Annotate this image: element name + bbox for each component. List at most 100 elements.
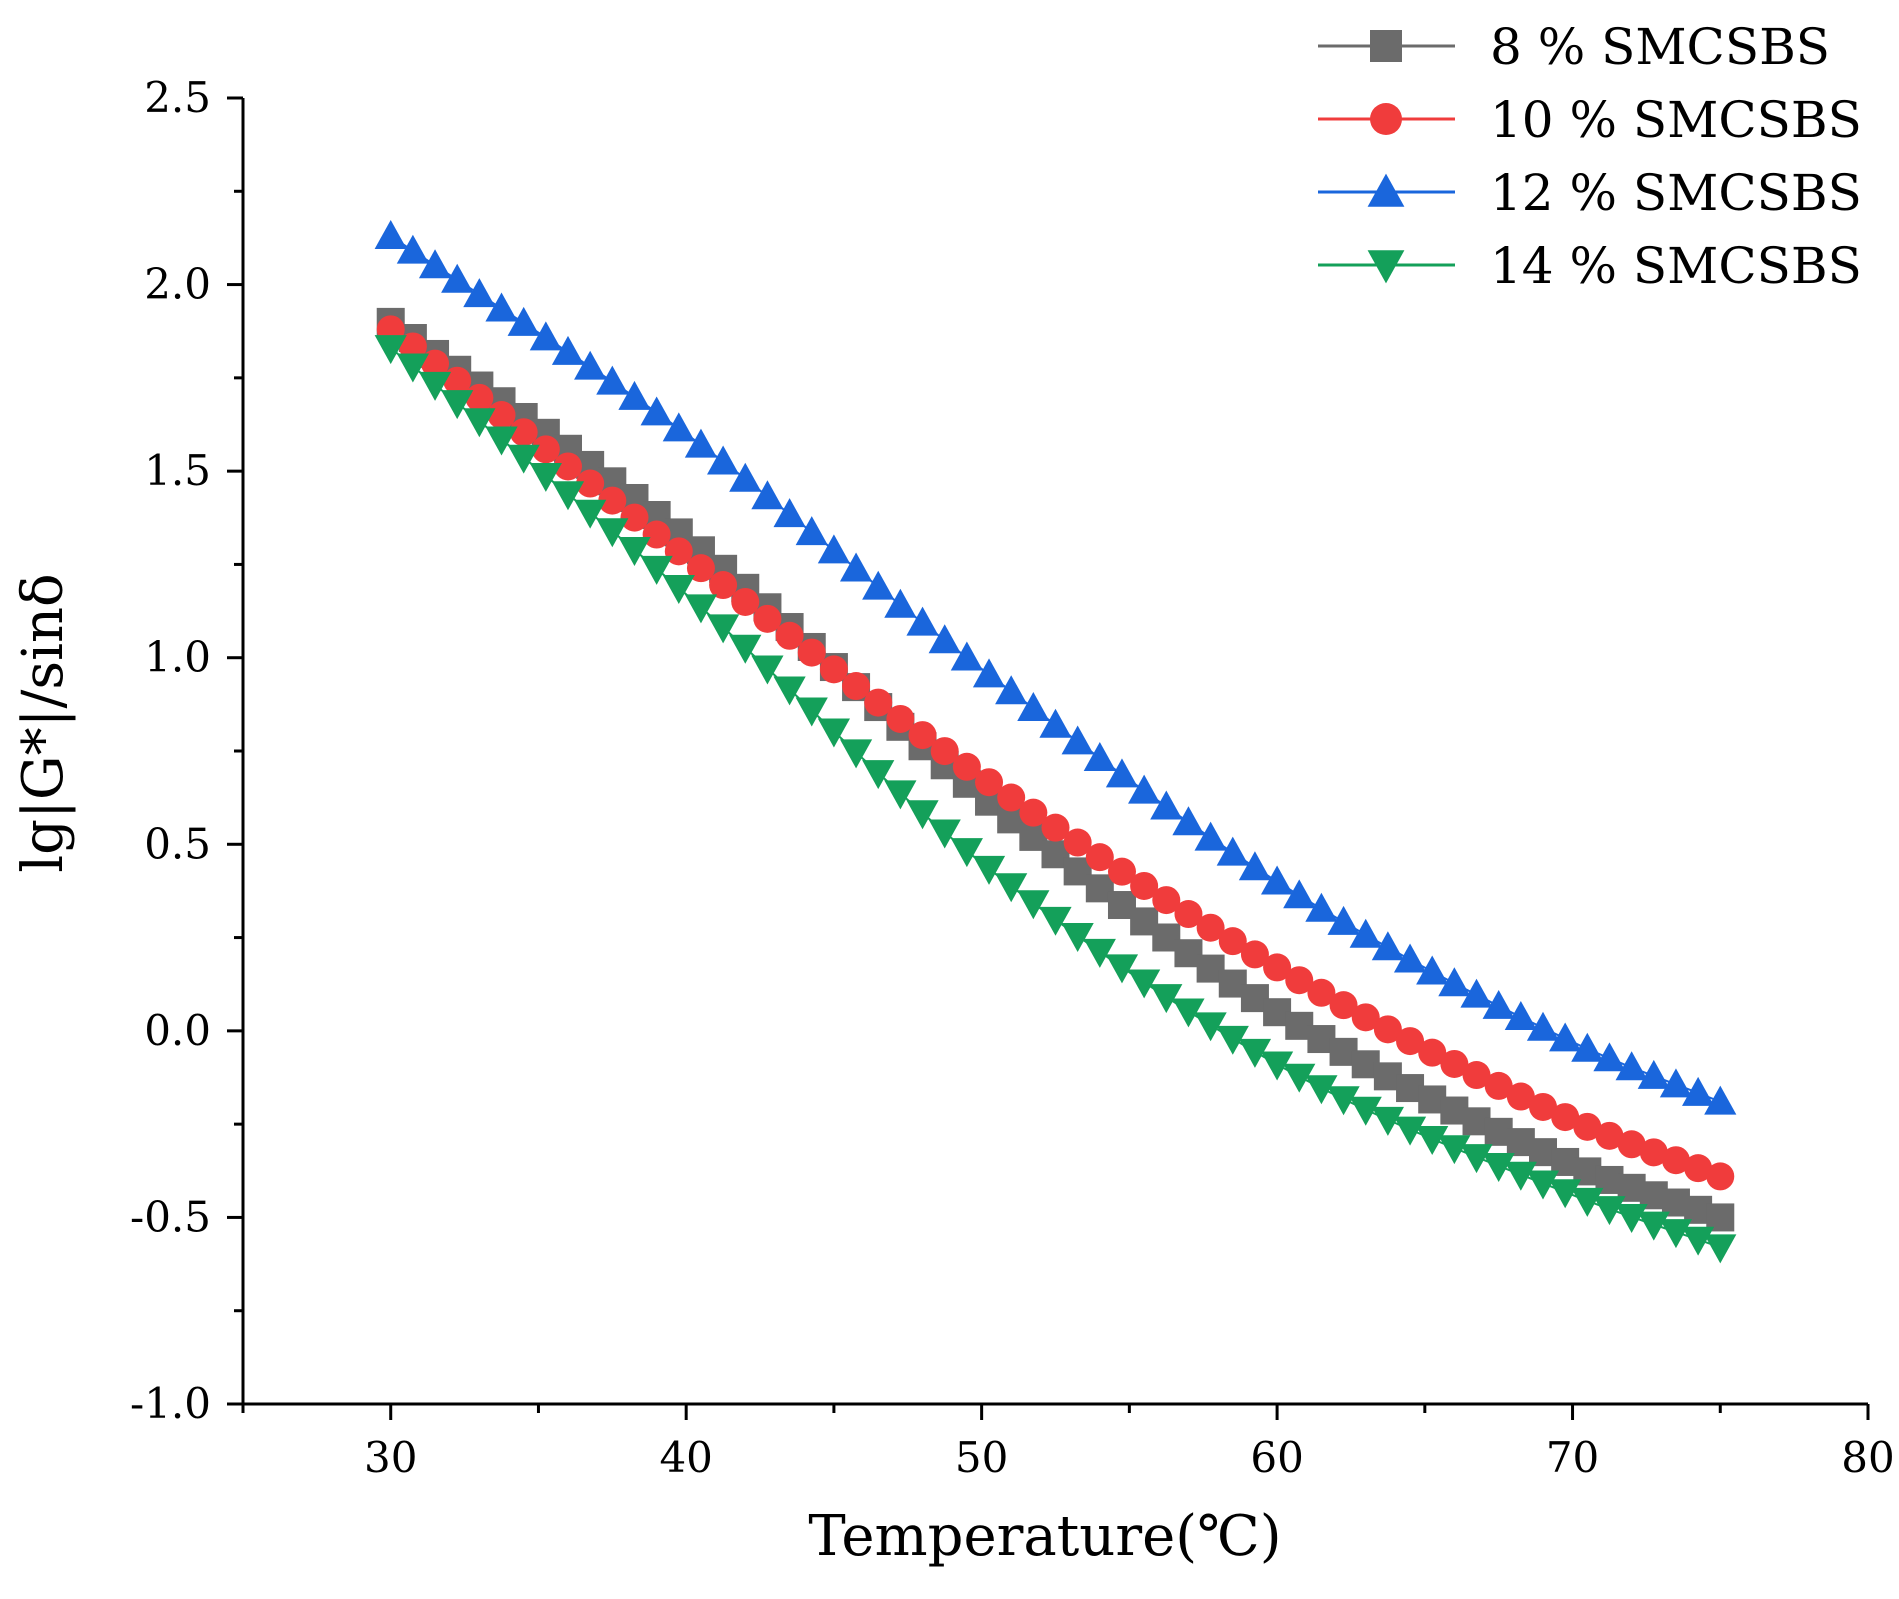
data-point bbox=[596, 365, 629, 395]
data-point bbox=[1152, 886, 1181, 915]
data-point bbox=[751, 655, 784, 685]
data-point bbox=[374, 335, 407, 365]
data-point bbox=[1240, 940, 1269, 969]
data-point bbox=[1174, 900, 1203, 929]
data-point bbox=[596, 518, 629, 548]
y-tick-label: 1.0 bbox=[144, 633, 211, 682]
data-point bbox=[642, 520, 671, 549]
data-point bbox=[662, 412, 695, 442]
data-point bbox=[598, 486, 627, 515]
data-point bbox=[1128, 774, 1161, 804]
data-point bbox=[1682, 1076, 1715, 1106]
data-point bbox=[1327, 1086, 1360, 1116]
data-point bbox=[729, 634, 762, 664]
data-point bbox=[1063, 828, 1092, 857]
data-point bbox=[1128, 969, 1161, 999]
data-point bbox=[972, 855, 1006, 885]
data-point bbox=[1196, 913, 1225, 942]
data-point bbox=[1260, 865, 1294, 895]
data-point bbox=[884, 780, 917, 810]
data-point bbox=[729, 462, 762, 492]
legend-label: 8 % SMCSBS bbox=[1490, 18, 1830, 76]
data-point bbox=[773, 498, 806, 528]
data-point bbox=[1039, 906, 1072, 936]
legend-marker bbox=[1370, 30, 1402, 62]
legend-item: 10 % SMCSBS bbox=[1318, 91, 1862, 149]
data-point bbox=[1150, 984, 1183, 1014]
data-point bbox=[995, 873, 1028, 903]
data-point bbox=[817, 718, 851, 748]
data-point bbox=[1238, 1038, 1272, 1068]
data-point bbox=[753, 604, 782, 633]
data-point bbox=[797, 638, 826, 667]
data-point bbox=[485, 426, 518, 456]
data-point bbox=[842, 672, 871, 701]
data-point bbox=[1416, 1126, 1449, 1156]
data-point bbox=[507, 444, 540, 474]
data-point bbox=[1440, 1049, 1469, 1078]
y-tick-label: 2.5 bbox=[144, 73, 211, 122]
data-point bbox=[576, 469, 605, 498]
legend-label: 10 % SMCSBS bbox=[1490, 91, 1862, 149]
data-point bbox=[975, 768, 1004, 797]
legend-label: 14 % SMCSBS bbox=[1490, 237, 1862, 295]
data-point bbox=[465, 383, 494, 412]
data-point bbox=[1329, 991, 1358, 1020]
data-point bbox=[1017, 692, 1050, 722]
y-tick-label: 2.0 bbox=[144, 260, 211, 309]
data-point bbox=[463, 408, 496, 438]
data-point bbox=[1506, 1082, 1535, 1111]
data-point bbox=[554, 452, 582, 481]
y-tick-label: 0.5 bbox=[144, 819, 211, 868]
x-tick-label: 80 bbox=[1841, 1433, 1894, 1482]
data-point bbox=[1418, 1038, 1447, 1067]
x-tick-label: 30 bbox=[364, 1433, 417, 1482]
data-point bbox=[1637, 1059, 1670, 1089]
data-point bbox=[551, 335, 585, 365]
legend-marker bbox=[1367, 250, 1405, 284]
data-point bbox=[906, 800, 939, 830]
data-point bbox=[1593, 1196, 1626, 1226]
data-point bbox=[1571, 1032, 1604, 1062]
data-point bbox=[839, 552, 873, 582]
data-point bbox=[1019, 798, 1048, 827]
data-point bbox=[684, 428, 718, 458]
data-point bbox=[1039, 708, 1072, 738]
data-point bbox=[1260, 1051, 1294, 1081]
data-point bbox=[1661, 1146, 1690, 1175]
data-point bbox=[906, 606, 939, 636]
legend-marker bbox=[1367, 173, 1405, 207]
legend-label: 12 % SMCSBS bbox=[1490, 164, 1862, 222]
x-tick-label: 70 bbox=[1546, 1433, 1599, 1482]
data-point bbox=[1551, 1103, 1580, 1132]
data-point bbox=[1617, 1130, 1646, 1159]
data-point bbox=[1438, 967, 1471, 997]
data-point bbox=[1194, 821, 1227, 851]
data-point bbox=[950, 838, 983, 868]
data-point bbox=[1371, 1106, 1404, 1136]
data-point bbox=[1529, 1092, 1557, 1121]
data-point bbox=[862, 570, 895, 600]
data-point bbox=[1462, 1061, 1491, 1090]
data-point bbox=[443, 366, 472, 395]
data-point bbox=[884, 588, 917, 618]
data-point bbox=[640, 396, 673, 426]
data-point bbox=[1327, 905, 1360, 935]
data-point bbox=[864, 688, 893, 717]
data-point bbox=[1615, 1051, 1648, 1081]
data-point bbox=[1615, 1203, 1648, 1233]
x-tick-label: 50 bbox=[955, 1433, 1008, 1482]
data-point bbox=[1371, 931, 1404, 961]
data-point bbox=[529, 462, 562, 492]
data-point bbox=[618, 536, 651, 566]
data-point bbox=[1682, 1226, 1715, 1256]
data-point bbox=[441, 263, 474, 293]
data-point bbox=[1263, 953, 1292, 982]
data-point bbox=[1549, 1179, 1582, 1209]
data-point bbox=[1130, 871, 1159, 900]
data-point bbox=[817, 534, 851, 564]
data-point bbox=[839, 739, 873, 769]
data-point bbox=[1172, 806, 1205, 836]
data-point bbox=[1526, 1011, 1560, 1041]
